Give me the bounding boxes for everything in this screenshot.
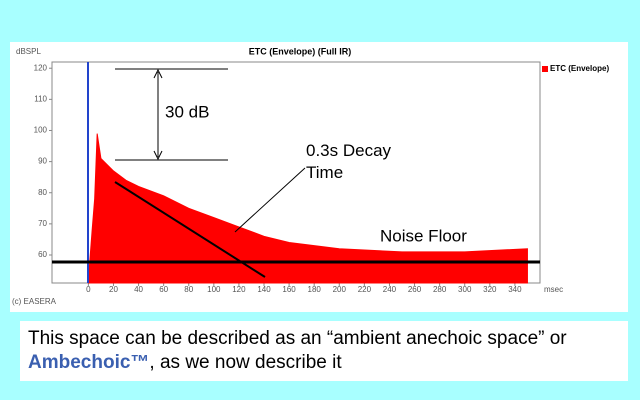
caption: This space can be described as an “ambie… [20, 321, 628, 381]
legend-label: ETC (Envelope) [550, 64, 609, 73]
x-tick-label: 80 [184, 285, 193, 294]
x-tick-label: 260 [408, 285, 422, 294]
caption-highlight: Ambechoic™ [28, 352, 150, 373]
x-tick-label: 240 [383, 285, 397, 294]
y-tick-label: 60 [38, 250, 47, 259]
x-tick-label: 180 [308, 285, 322, 294]
annotation: 0.3s Decay Time [306, 141, 392, 182]
chart: ETC (Envelope) (Full IR) dBSPL msec (c) … [10, 42, 628, 312]
y-axis-label: dBSPL [16, 47, 41, 56]
credit: (c) EASERA [12, 297, 57, 306]
y-tick-label: 90 [38, 157, 47, 166]
x-tick-label: 60 [159, 285, 168, 294]
x-tick-label: 300 [458, 285, 472, 294]
arrowheads [153, 68, 163, 161]
chart-title: ETC (Envelope) (Full IR) [249, 46, 352, 56]
y-tick-label: 80 [38, 188, 47, 197]
area [87, 133, 528, 284]
y-tick-label: 120 [34, 63, 48, 72]
annotation-box: 0.3s Decay Time [306, 141, 392, 182]
x-tick-label: 200 [333, 285, 347, 294]
y-tick-label: 100 [34, 126, 48, 135]
annotation: Noise Floor [380, 226, 467, 245]
x-tick-label: 220 [358, 285, 372, 294]
x-tick-label: 140 [257, 285, 271, 294]
x-tick-label: 20 [109, 285, 118, 294]
x-axis-label: msec [544, 285, 563, 294]
legend-swatch [542, 66, 548, 72]
x-tick-label: 340 [508, 285, 522, 294]
x-tick-label: 280 [433, 285, 447, 294]
x-tick-label: 0 [86, 285, 91, 294]
y-tick-label: 70 [38, 219, 47, 228]
leader-line [234, 167, 306, 233]
x-tick-label: 100 [207, 285, 221, 294]
caption-text: , as we now describe it [149, 352, 342, 373]
y-tick-label: 110 [34, 94, 47, 103]
x-tick-label: 160 [282, 285, 296, 294]
x-tick-label: 120 [232, 285, 246, 294]
plot: 60 70 80 90 100 110 120 0 20 40 60 80 100 120 140 160 18… [34, 63, 528, 294]
annotation: 30 dB [165, 102, 209, 121]
caption-text: This space can be described as an “ambie… [28, 328, 567, 349]
x-tick-label: 320 [483, 285, 497, 294]
x-tick-label: 40 [134, 285, 143, 294]
